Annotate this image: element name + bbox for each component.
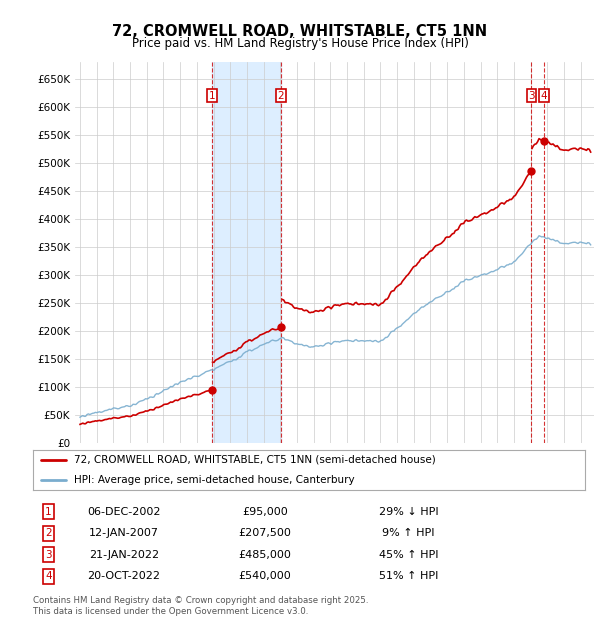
Text: 12-JAN-2007: 12-JAN-2007 (89, 528, 159, 538)
Text: 29% ↓ HPI: 29% ↓ HPI (379, 507, 438, 517)
Text: £540,000: £540,000 (238, 572, 291, 582)
Text: 9% ↑ HPI: 9% ↑ HPI (382, 528, 434, 538)
Text: 1: 1 (45, 507, 52, 517)
Text: 20-OCT-2022: 20-OCT-2022 (88, 572, 161, 582)
Text: 72, CROMWELL ROAD, WHITSTABLE, CT5 1NN (semi-detached house): 72, CROMWELL ROAD, WHITSTABLE, CT5 1NN (… (74, 454, 436, 464)
Text: 3: 3 (45, 550, 52, 560)
Text: 72, CROMWELL ROAD, WHITSTABLE, CT5 1NN: 72, CROMWELL ROAD, WHITSTABLE, CT5 1NN (112, 24, 488, 38)
Text: 4: 4 (45, 572, 52, 582)
Text: HPI: Average price, semi-detached house, Canterbury: HPI: Average price, semi-detached house,… (74, 475, 355, 485)
Text: 3: 3 (528, 91, 535, 100)
Text: 2: 2 (278, 91, 284, 100)
Text: 51% ↑ HPI: 51% ↑ HPI (379, 572, 438, 582)
Text: Contains HM Land Registry data © Crown copyright and database right 2025.
This d: Contains HM Land Registry data © Crown c… (33, 596, 368, 616)
Text: Price paid vs. HM Land Registry's House Price Index (HPI): Price paid vs. HM Land Registry's House … (131, 37, 469, 50)
Text: 06-DEC-2002: 06-DEC-2002 (88, 507, 161, 517)
Text: 1: 1 (209, 91, 215, 100)
Text: £95,000: £95,000 (242, 507, 288, 517)
Text: 4: 4 (541, 91, 547, 100)
Text: 21-JAN-2022: 21-JAN-2022 (89, 550, 159, 560)
Text: 45% ↑ HPI: 45% ↑ HPI (379, 550, 438, 560)
Bar (212, 62, 281, 443)
Text: 2: 2 (45, 528, 52, 538)
Text: £207,500: £207,500 (238, 528, 291, 538)
Text: £485,000: £485,000 (238, 550, 291, 560)
